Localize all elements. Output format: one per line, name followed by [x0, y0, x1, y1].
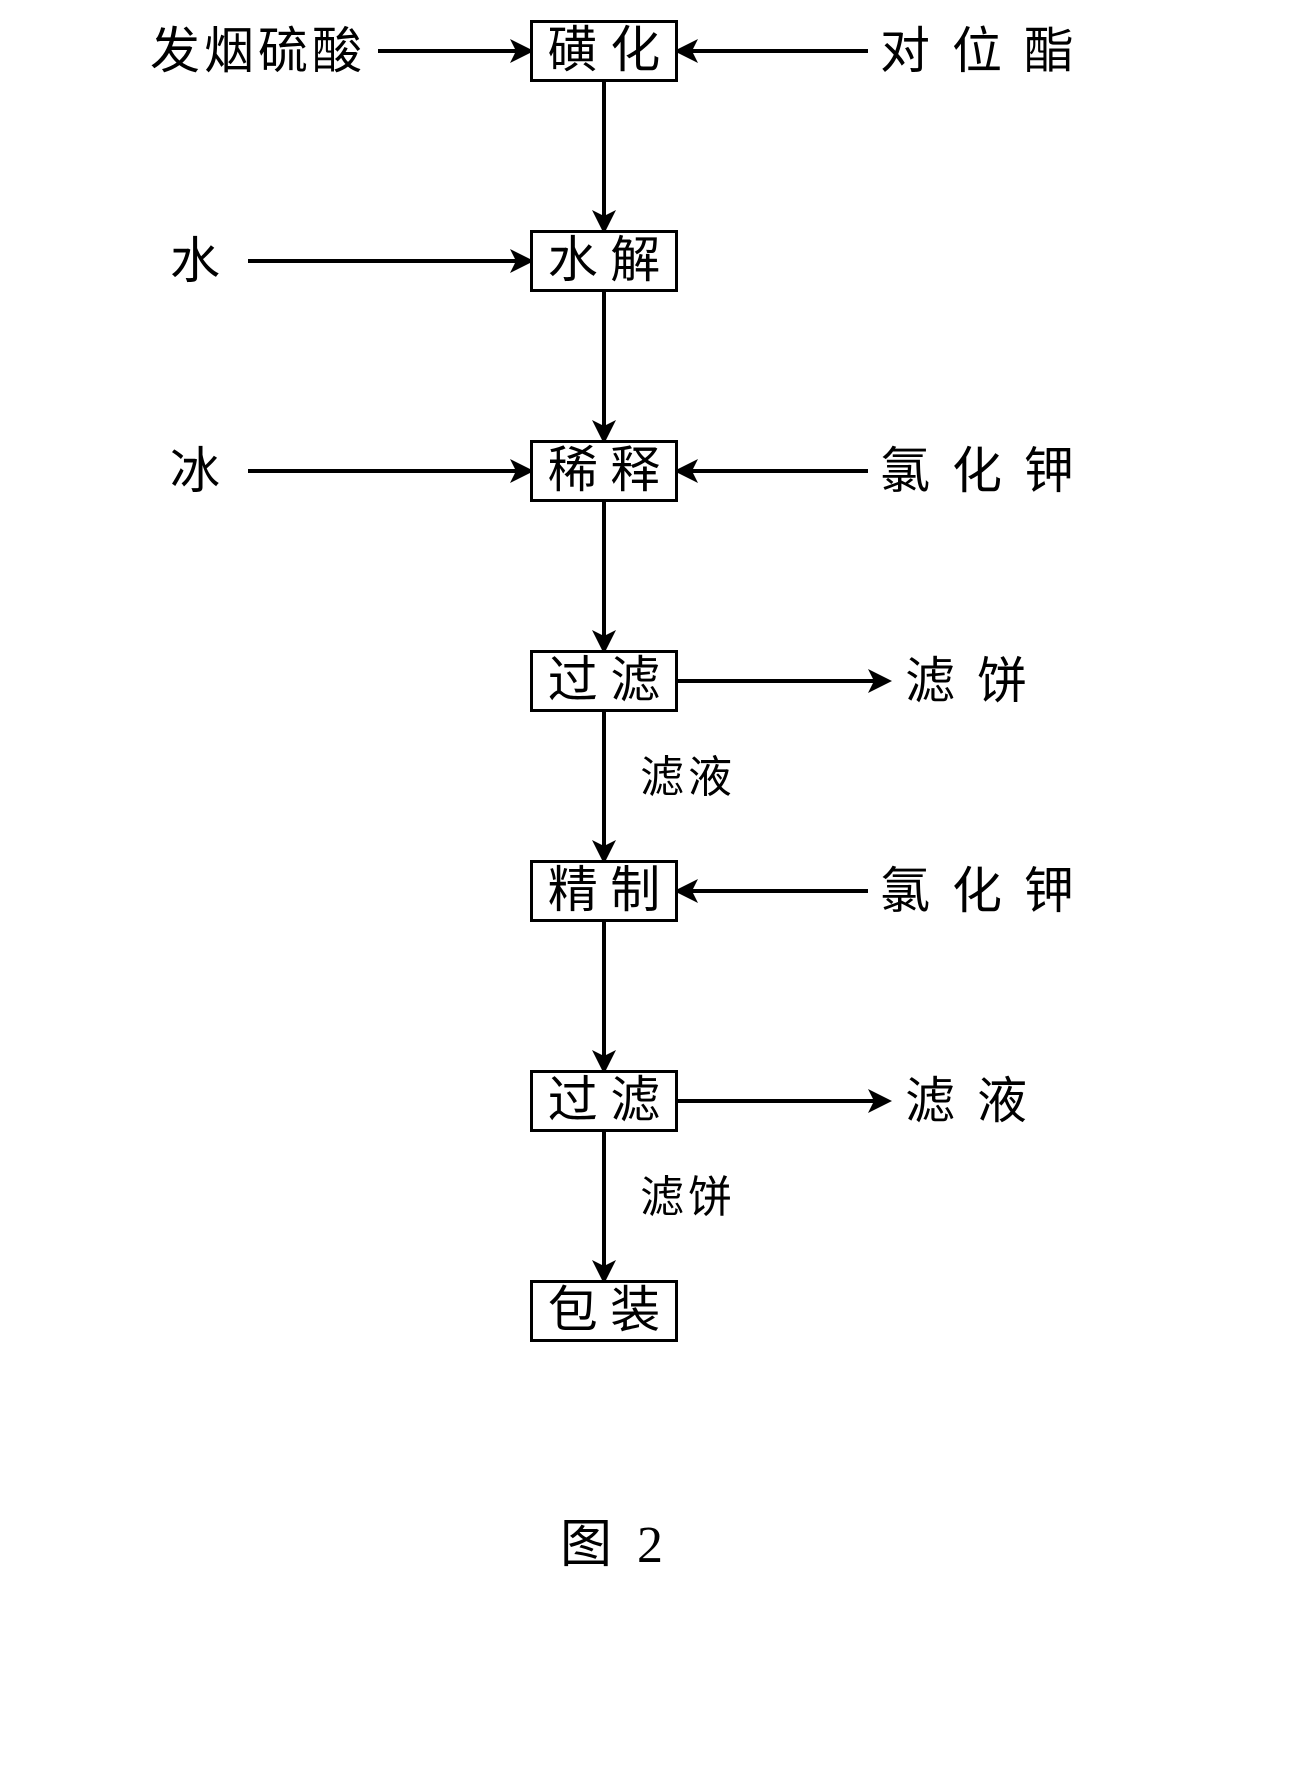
box-hydrolysis-text: 水 解: [548, 233, 661, 287]
box-filter1-text: 过 滤: [548, 653, 661, 707]
box-pack: 包 装: [530, 1280, 678, 1342]
label-kcl1: 氯化钾: [880, 446, 1096, 496]
label-filtrate2: 滤液: [905, 1076, 1049, 1126]
box-refine: 精 制: [530, 860, 678, 922]
label-water: 水: [170, 236, 224, 286]
flowchart-stage: 磺 化 水 解 稀 释 过 滤 精 制 过 滤 包 装 发烟硫酸 对位酯 水 冰…: [0, 0, 1291, 1765]
box-filter2-text: 过 滤: [548, 1073, 661, 1127]
label-para-ester: 对位酯: [880, 26, 1096, 76]
label-fuming-acid: 发烟硫酸: [150, 26, 366, 76]
box-pack-text: 包 装: [548, 1283, 661, 1337]
label-kcl2: 氯化钾: [880, 866, 1096, 916]
label-cake-mid: 滤饼: [640, 1176, 736, 1220]
box-dilution: 稀 释: [530, 440, 678, 502]
label-cake1: 滤饼: [905, 656, 1049, 706]
box-hydrolysis: 水 解: [530, 230, 678, 292]
box-filter2: 过 滤: [530, 1070, 678, 1132]
figure-label: 图 2: [560, 1520, 669, 1572]
label-filtrate-mid: 滤液: [640, 756, 736, 800]
box-refine-text: 精 制: [548, 863, 661, 917]
box-filter1: 过 滤: [530, 650, 678, 712]
box-sulfonation-text: 磺 化: [548, 23, 661, 77]
box-sulfonation: 磺 化: [530, 20, 678, 82]
label-ice: 冰: [170, 446, 224, 496]
box-dilution-text: 稀 释: [548, 443, 661, 497]
